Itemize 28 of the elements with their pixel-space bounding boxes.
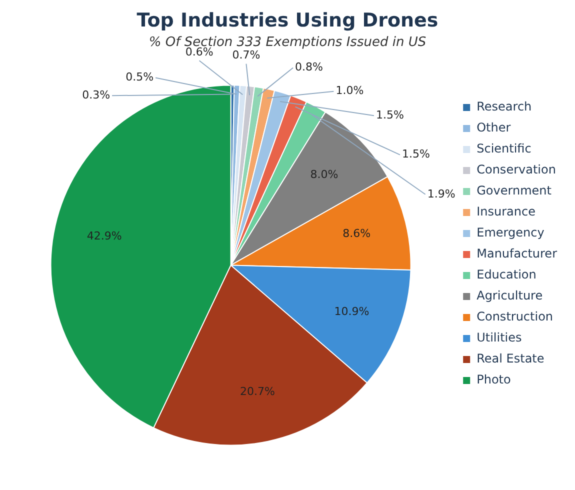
data-label: 1.0% [336,84,364,98]
data-label: 0.7% [232,48,260,62]
legend-label: Emergency [476,226,544,240]
data-label: 20.7% [240,384,275,398]
legend-label: Insurance [476,204,536,219]
data-label: 8.6% [342,226,371,240]
legend-label: Construction [476,310,554,324]
data-label: 0.3% [82,88,110,102]
legend-label: Other [476,120,511,135]
chart-title: Top Industries Using Drones [136,9,438,32]
legend-label: Scientific [476,142,532,156]
legend-label: Manufacturer [476,246,558,261]
data-label: 1.9% [427,187,456,200]
data-label: 1.5% [376,108,404,122]
legend-label: Government [476,184,552,198]
legend-label: Utilities [476,330,522,345]
legend-label: Conservation [476,162,556,177]
data-label: 0.5% [126,70,154,84]
legend-label: Agriculture [476,288,543,303]
legend-label: Education [476,268,536,282]
legend-label: Photo [476,372,511,387]
legend-label: Research [476,100,532,114]
data-label: 10.9% [334,304,370,318]
legend-label: Real Estate [476,352,544,366]
data-label: 0.8% [295,60,324,74]
data-label: 42.9% [86,230,122,243]
data-label: 8.0% [310,168,338,182]
data-label: 1.5% [402,148,430,161]
